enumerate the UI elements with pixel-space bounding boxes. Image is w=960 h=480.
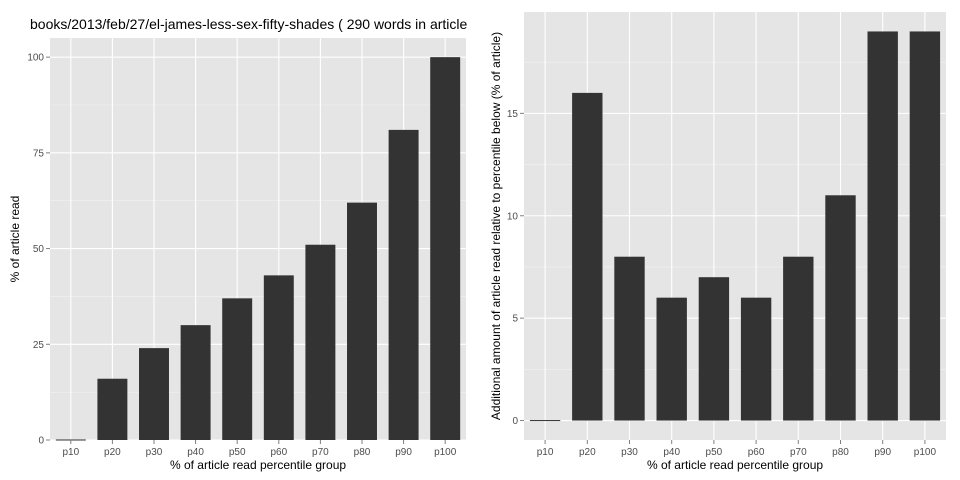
x-axis-title: % of article read percentile group [647, 458, 823, 472]
bar-p30 [139, 348, 169, 440]
bar-p80 [825, 195, 856, 421]
bar-p90 [867, 31, 898, 421]
bar-p100 [909, 31, 941, 421]
x-tick-label: p90 [874, 447, 891, 458]
chart-title: books/2013/feb/27/el-james-less-sex-fift… [30, 16, 468, 32]
y-axis-title: Additional amount of article read relati… [489, 32, 503, 420]
bar-p30 [614, 256, 645, 421]
y-tick-label: 50 [33, 244, 45, 255]
x-tick-label: p70 [312, 447, 329, 458]
y-axis-title: % of article read [8, 196, 22, 283]
x-tick-label: p20 [104, 447, 121, 458]
bar-p40 [656, 297, 687, 421]
left-chart-panel: 0 25 50 75 100 p10 p20 p30 p40 p50 p60 p70 p80 p90 p10… [8, 38, 466, 472]
bar-p10 [529, 420, 561, 422]
bar-p90 [388, 129, 419, 440]
x-tick-label: p80 [832, 447, 849, 458]
bar-p100 [430, 57, 461, 441]
y-tick-label: 15 [507, 109, 519, 120]
bar-p50 [222, 298, 253, 440]
x-tick-label: p100 [914, 447, 937, 458]
bar-p80 [347, 202, 377, 440]
bar-p20 [97, 378, 128, 440]
x-tick-label: p100 [434, 447, 457, 458]
x-tick-label: p10 [62, 447, 79, 458]
x-tick-label: p90 [395, 447, 412, 458]
x-tick-label: p60 [748, 447, 765, 458]
x-tick-label: p70 [790, 447, 807, 458]
x-tick-label: p40 [663, 447, 680, 458]
y-tick-label: 25 [33, 340, 45, 351]
y-tick-label: 5 [512, 314, 518, 325]
y-tick-label: 75 [33, 148, 45, 159]
bar-p70 [783, 256, 814, 421]
x-tick-label: p10 [537, 447, 554, 458]
y-tick-label: 10 [507, 211, 519, 222]
x-tick-label: p50 [229, 447, 246, 458]
x-tick-label: p30 [621, 447, 638, 458]
right-chart-panel: 0 5 10 15 p10 p20 p30 p40 p50 p60 p70 p80 p90 p100 % o… [489, 12, 946, 472]
x-tick-label: p60 [270, 447, 287, 458]
x-axis-title: % of article read percentile group [170, 458, 346, 472]
y-tick-label: 0 [512, 416, 518, 427]
bar-p40 [180, 325, 211, 440]
bar-p20 [572, 92, 603, 421]
x-tick-label: p30 [146, 447, 163, 458]
bar-p60 [740, 297, 772, 421]
bar-p60 [263, 275, 294, 440]
bar-p50 [698, 277, 730, 421]
x-tick-label: p50 [706, 447, 723, 458]
x-tick-label: p80 [354, 447, 371, 458]
x-tick-label: p40 [187, 447, 204, 458]
y-tick-label: 100 [27, 53, 44, 64]
y-tick-label: 0 [38, 436, 44, 447]
x-tick-label: p20 [579, 447, 596, 458]
bar-p70 [305, 244, 336, 440]
